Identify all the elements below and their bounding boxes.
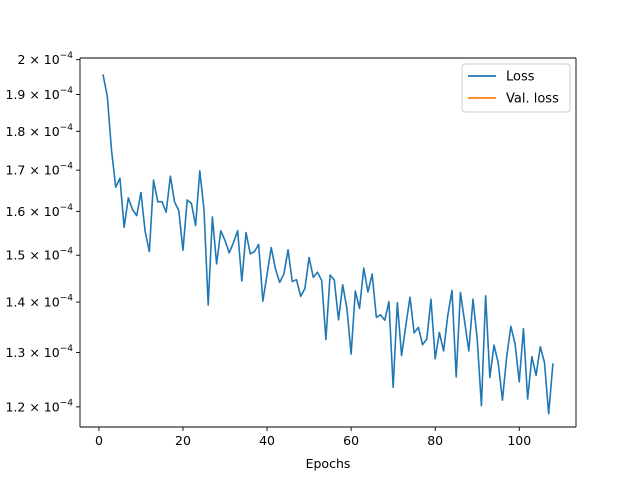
plot-area bbox=[80, 58, 576, 427]
x-tick-label: 20 bbox=[175, 433, 191, 448]
series-line-1 bbox=[102, 74, 554, 415]
x-tick-label: 80 bbox=[427, 433, 443, 448]
x-tick-label: 0 bbox=[95, 433, 103, 448]
legend-label-2: Val. loss bbox=[506, 92, 559, 107]
x-axis-label: Epochs bbox=[306, 456, 351, 471]
x-tick-label: 100 bbox=[507, 433, 531, 448]
axes-layer: 0 20 40 60 80 100 1.2 × 10−4 1.3 × 10−4 1.4 × 10… bbox=[6, 51, 577, 448]
y-tick-label: 1.3 × 10−4 bbox=[6, 344, 74, 360]
legend-label-1: Loss bbox=[506, 70, 535, 85]
y-tick-label: 1.7 × 10−4 bbox=[6, 162, 74, 178]
legend: Loss Val. loss bbox=[461, 63, 571, 113]
y-tick-label: 1.8 × 10−4 bbox=[6, 123, 74, 139]
y-tick-label: 1.2 × 10−4 bbox=[6, 398, 74, 414]
plot-background bbox=[80, 58, 576, 427]
y-tick-label: 2 × 10−4 bbox=[17, 51, 73, 67]
y-tick-label: 1.6 × 10−4 bbox=[6, 203, 74, 219]
x-tick-label: 60 bbox=[343, 433, 359, 448]
series-layer bbox=[102, 74, 554, 415]
x-tick-label: 40 bbox=[259, 433, 275, 448]
y-tick-label: 1.4 × 10−4 bbox=[6, 294, 74, 310]
y-tick-label: 1.9 × 10−4 bbox=[6, 86, 74, 102]
y-tick-label: 1.5 × 10−4 bbox=[6, 247, 74, 263]
